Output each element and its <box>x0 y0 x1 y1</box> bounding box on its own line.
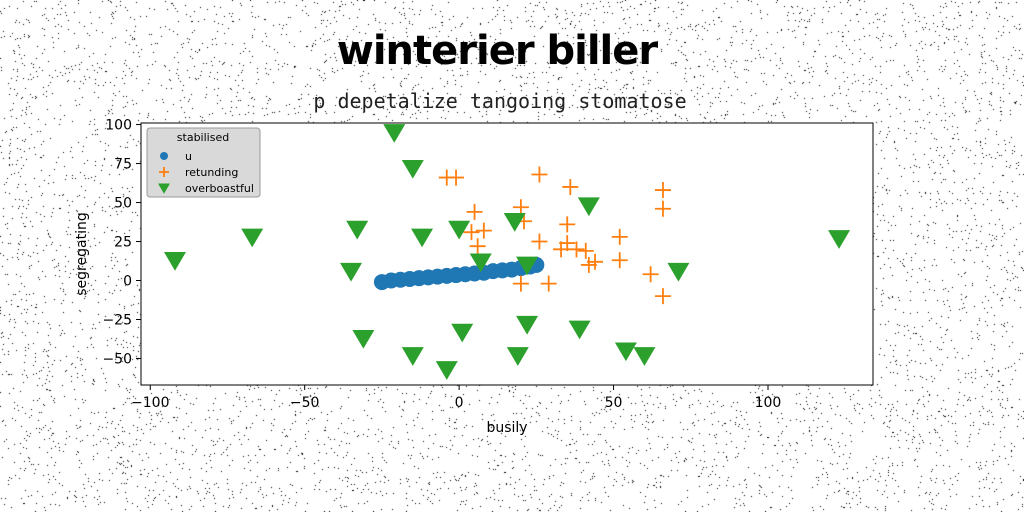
triangle-down-point-2-15 <box>401 347 424 366</box>
triangle-down-point-2-19 <box>506 347 529 366</box>
plus-point-1-21 <box>611 252 628 269</box>
y-axis-ticks: −50 −25 0 25 50 75 100 <box>102 118 141 367</box>
x-tick-label: 100 <box>755 395 782 411</box>
plus-point-1-20 <box>580 256 597 273</box>
plus-point-1-3 <box>562 178 579 195</box>
plus-point-1-17 <box>559 235 576 252</box>
triangle-down-point-2-4 <box>448 220 471 240</box>
legend-marker-u <box>160 152 168 160</box>
legend-marker-overboastful <box>158 183 170 194</box>
triangle-down-point-2-16 <box>451 323 474 343</box>
plus-point-1-22 <box>642 266 659 283</box>
plus-point-1-24 <box>512 275 529 292</box>
legend: stabilised u retunding overboastful <box>146 127 261 198</box>
plus-point-1-16 <box>568 241 585 258</box>
plus-point-1-14 <box>531 233 548 250</box>
x-tick-label: 0 <box>455 395 464 411</box>
plus-point-1-4 <box>654 182 671 199</box>
chart-title: winterier biller <box>337 28 659 74</box>
x-tick-label: −100 <box>131 395 169 411</box>
triangle-down-point-2-14 <box>352 329 375 349</box>
triangle-down-point-2-3 <box>503 213 526 232</box>
legend-box <box>146 127 261 198</box>
y-tick-label: 100 <box>105 118 132 134</box>
plus-point-1-23 <box>654 288 671 305</box>
triangle-down-point-2-9 <box>340 262 363 282</box>
plus-point-1-12 <box>463 224 480 241</box>
triangle-down-point-2-8 <box>163 251 186 271</box>
y-tick-label: 75 <box>114 157 132 173</box>
y-axis-label: segregating <box>74 212 90 295</box>
legend-marker-retunding <box>159 167 169 177</box>
legend-label: overboastful <box>185 182 254 195</box>
plot-area <box>141 123 873 385</box>
triangle-down-point-2-20 <box>614 342 637 362</box>
plus-point-1-7 <box>512 199 529 216</box>
x-tick-label: 50 <box>605 395 623 411</box>
triangle-down-point-2-21 <box>633 347 656 366</box>
legend-label: retunding <box>185 166 238 179</box>
triangle-down-point-2-18 <box>568 320 591 340</box>
triangle-down-point-2-1 <box>401 159 424 179</box>
triangle-down-point-2-7 <box>241 228 264 248</box>
triangle-down-point-2-11 <box>516 256 539 276</box>
y-tick-label: 0 <box>123 274 132 290</box>
plot-frame <box>140 122 874 386</box>
chart-subtitle: p depetalize tangoing stomatose <box>313 89 686 113</box>
plus-point-1-25 <box>540 275 557 292</box>
plus-point-1-1 <box>448 169 465 186</box>
y-tick-label: 50 <box>114 196 132 212</box>
triangle-down-point-2-17 <box>516 315 539 335</box>
y-tick-label: −25 <box>102 313 132 329</box>
triangle-down-point-2-12 <box>667 262 690 282</box>
legend-title: stabilised <box>177 131 229 144</box>
plus-point-1-13 <box>469 238 486 255</box>
x-axis-ticks: −100 −50 0 50 100 <box>131 385 781 411</box>
triangle-down-point-2-10 <box>469 253 492 273</box>
plus-point-1-2 <box>531 166 548 183</box>
plus-point-1-10 <box>559 216 576 233</box>
y-tick-label: −50 <box>102 351 132 367</box>
triangle-down-point-2-13 <box>828 230 851 249</box>
triangle-down-point-2-6 <box>411 228 434 248</box>
data-marks <box>163 124 851 380</box>
plus-point-1-18 <box>577 242 594 259</box>
triangle-down-point-2-22 <box>435 361 458 380</box>
plus-point-1-5 <box>654 200 671 217</box>
plus-point-1-11 <box>611 228 628 245</box>
triangle-down-point-2-0 <box>383 124 406 143</box>
x-axis-label: busily <box>486 420 527 436</box>
plus-point-1-9 <box>475 222 492 239</box>
y-tick-label: 25 <box>114 235 132 251</box>
legend-label: u <box>185 150 192 163</box>
plus-point-1-6 <box>466 203 483 220</box>
triangle-down-point-2-5 <box>346 220 369 240</box>
x-tick-label: −50 <box>290 395 320 411</box>
triangle-down-point-2-2 <box>577 197 600 217</box>
legend-items: u retunding overboastful <box>158 150 254 195</box>
